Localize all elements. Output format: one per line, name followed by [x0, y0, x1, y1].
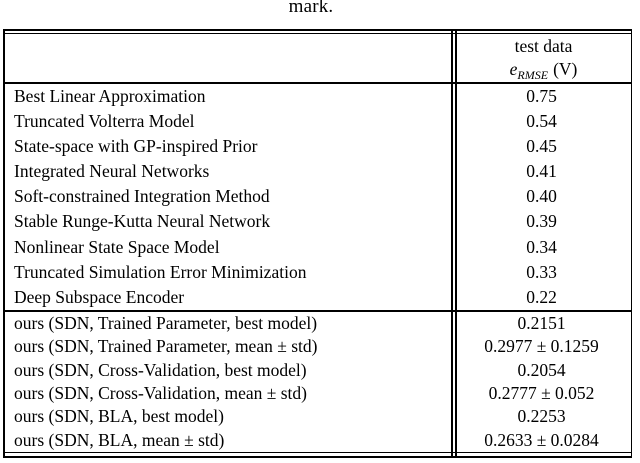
value-cell: 0.2253 [517, 406, 566, 427]
table-row: Best Linear Approximation 0.75 [3, 84, 632, 109]
table-row: ours (SDN, Cross-Validation, mean ± std)… [3, 382, 632, 405]
column-header-metric: eRMSE (V) [510, 58, 578, 81]
method-cell: ours (SDN, BLA, best model) [14, 406, 224, 427]
value-cell: 0.2151 [517, 312, 566, 333]
table-row: ours (SDN, Trained Parameter, best model… [3, 312, 632, 335]
method-cell: Soft-constrained Integration Method [14, 186, 270, 207]
table-row: Truncated Simulation Error Minimization 0… [3, 260, 632, 285]
value-cell: 0.34 [526, 236, 557, 257]
method-cell: State-space with GP-inspired Prior [14, 135, 258, 156]
value-cell: 0.33 [526, 261, 557, 282]
method-cell: ours (SDN, Trained Parameter, mean ± std… [14, 336, 318, 357]
header-rule [3, 82, 632, 84]
table-row: ours (SDN, Cross-Validation, best model)… [3, 358, 632, 381]
table-row: ours (SDN, Trained Parameter, mean ± std… [3, 335, 632, 358]
value-cell: 0.2777 ± 0.052 [488, 382, 595, 403]
method-cell: Best Linear Approximation [14, 85, 206, 106]
method-cell: ours (SDN, Trained Parameter, best model… [14, 312, 318, 333]
table-border-top-outer [3, 29, 632, 31]
method-cell: Stable Runge-Kutta Neural Network [14, 211, 271, 232]
metric-subscript: RMSE [517, 68, 549, 82]
value-cell: 0.39 [526, 211, 557, 232]
table-row: Deep Subspace Encoder 0.22 [3, 285, 632, 310]
table-border-bottom-outer [3, 455, 632, 458]
table-row: State-space with GP-inspired Prior 0.45 [3, 134, 632, 159]
table-border-bottom-inner [3, 452, 632, 453]
column-divider-left [451, 29, 453, 458]
value-cell: 0.41 [526, 161, 557, 182]
column-header-line1: test data [514, 36, 573, 56]
method-cell: ours (SDN, BLA, mean ± std) [14, 429, 225, 450]
table-row: Soft-constrained Integration Method 0.40 [3, 184, 632, 209]
method-cell: Nonlinear State Space Model [14, 236, 220, 257]
value-cell: 0.2633 ± 0.0284 [484, 429, 599, 450]
column-header: test data eRMSE (V) [457, 34, 630, 82]
method-cell: ours (SDN, Cross-Validation, best model) [14, 359, 307, 380]
table-border-top-inner [3, 33, 632, 34]
baseline-rows-section: Best Linear Approximation 0.75 Truncated V… [3, 84, 632, 311]
table-row: ours (SDN, BLA, best model) 0.2253 [3, 405, 632, 428]
table-row: ours (SDN, BLA, mean ± std) 0.2633 ± 0.02… [3, 429, 632, 452]
table-row: Integrated Neural Networks 0.41 [3, 159, 632, 184]
ours-rows-section: ours (SDN, Trained Parameter, best model… [3, 312, 632, 453]
method-cell: Truncated Volterra Model [14, 110, 195, 131]
metric-symbol: e [509, 59, 518, 79]
section-divider-rule [3, 310, 632, 312]
value-cell: 0.45 [526, 135, 557, 156]
value-cell: 0.40 [526, 186, 557, 207]
column-divider-right [455, 29, 457, 458]
table-border-left [3, 29, 5, 458]
value-cell: 0.54 [526, 110, 557, 131]
method-cell: Truncated Simulation Error Minimization [14, 261, 307, 282]
method-cell: Deep Subspace Encoder [14, 286, 185, 307]
table-row: Stable Runge-Kutta Neural Network 0.39 [3, 209, 632, 234]
table-row: Nonlinear State Space Model 0.34 [3, 235, 632, 260]
metric-unit: (V) [553, 59, 578, 79]
value-cell: 0.22 [526, 286, 557, 307]
method-cell: Integrated Neural Networks [14, 161, 210, 182]
caption-fragment: mark. [288, 0, 334, 17]
method-cell: ours (SDN, Cross-Validation, mean ± std) [14, 382, 307, 403]
value-cell: 0.2977 ± 0.1259 [484, 336, 599, 357]
results-table: test data eRMSE (V) Best Linear Approxima… [3, 29, 632, 459]
value-cell: 0.2054 [517, 359, 566, 380]
table-border-right [630, 29, 632, 458]
value-cell: 0.75 [526, 85, 557, 106]
table-row: Truncated Volterra Model 0.54 [3, 109, 632, 134]
